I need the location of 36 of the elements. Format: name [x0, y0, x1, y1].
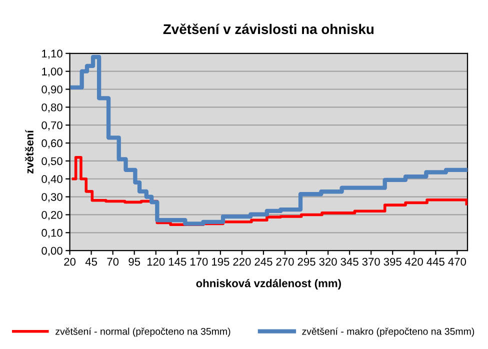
legend-label: zvětšení - normal (přepočteno na 35mm) [56, 328, 230, 337]
y-tick-label: 0,50 [42, 157, 62, 166]
x-tick-label: 220 [233, 258, 251, 266]
legend-label: zvětšení - makro (přepočteno na 35mm) [302, 328, 474, 337]
x-tick-label: 20 [64, 258, 76, 266]
y-tick-label: 0,80 [42, 103, 62, 113]
x-tick-label: 395 [384, 258, 402, 266]
x-tick-label: 195 [212, 258, 230, 266]
x-tick-label: 145 [168, 258, 186, 266]
x-tick-label: 95 [128, 258, 140, 266]
chart-title: Zvětšení v závislosti na ohnisku [163, 24, 374, 34]
y-tick-label: 0,70 [42, 121, 62, 131]
x-tick-label: 245 [254, 258, 272, 266]
x-tick-label: 270 [276, 258, 294, 266]
y-tick-label: 0,30 [42, 193, 62, 202]
y-tick-label: 1,10 [42, 50, 62, 59]
y-axis-title: zvětšení [25, 130, 34, 174]
x-tick-label: 120 [147, 258, 165, 266]
y-tick-label: 0,60 [42, 139, 62, 148]
x-tick-label: 470 [448, 258, 466, 266]
x-axis-title: ohnisková vzdálenost (mm) [196, 278, 341, 290]
x-tick-label: 370 [362, 258, 380, 266]
x-tick-label: 70 [107, 258, 119, 266]
x-tick-label: 320 [319, 258, 337, 266]
y-tick-label: 1,00 [42, 68, 62, 77]
x-tick-label: 45 [85, 258, 98, 266]
y-tick-label: 0,90 [42, 86, 62, 95]
x-tick-label: 295 [298, 258, 316, 266]
x-tick-label: 420 [405, 258, 423, 266]
x-tick-label: 345 [340, 258, 358, 266]
x-tick-label: 170 [190, 258, 208, 266]
y-tick-label: 0,10 [42, 228, 62, 238]
y-tick-label: 0,20 [42, 211, 62, 220]
x-tick-label: 445 [426, 258, 444, 266]
y-tick-label: 0,40 [42, 175, 62, 184]
y-tick-label: 0,00 [42, 246, 62, 256]
